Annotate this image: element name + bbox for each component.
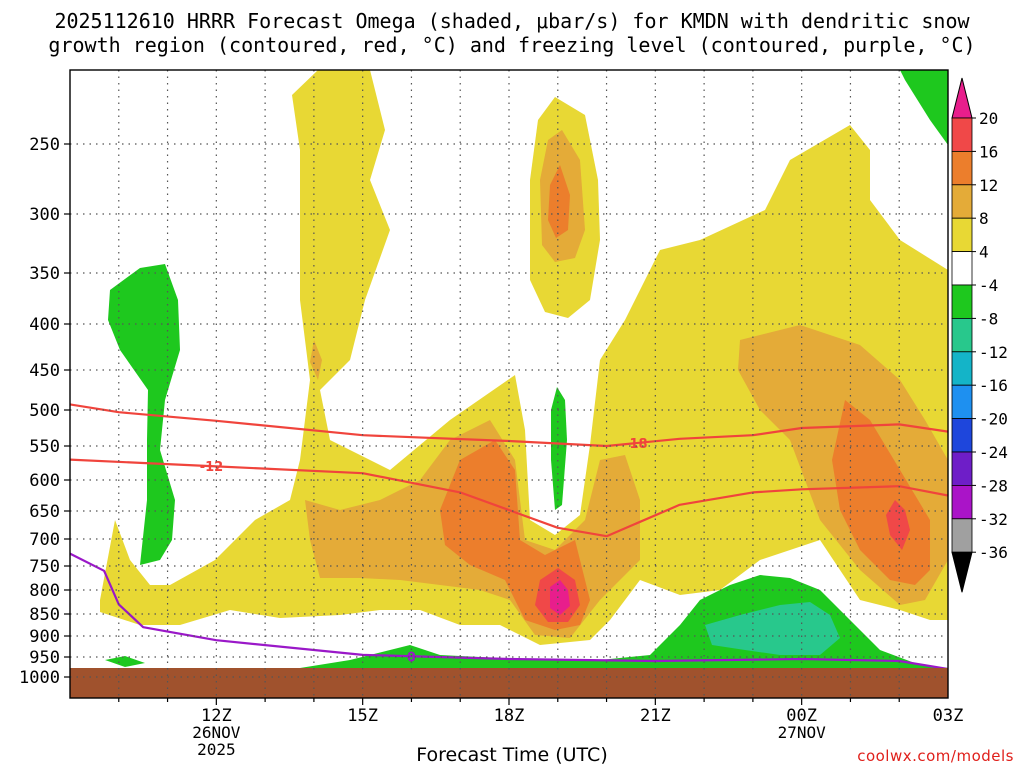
colorbar-swatch: [951, 150, 973, 186]
colorbar-bottom-arrow: [951, 551, 973, 593]
y-tick-label: 800: [29, 581, 60, 601]
colorbar-swatch: [951, 451, 973, 486]
y-tick-label: 450: [29, 361, 60, 381]
y-tick-label: 750: [29, 557, 60, 577]
contour-label: -12: [200, 460, 224, 475]
y-tick-label: 350: [29, 264, 60, 284]
y-tick-label: 700: [29, 530, 60, 550]
contour-label: -18: [624, 437, 648, 452]
y-tick-label: 850: [29, 605, 60, 625]
colorbar-label: 4: [979, 243, 989, 262]
colorbar-label: -4: [979, 276, 998, 295]
colorbar-label: 20: [979, 109, 998, 128]
x-date-label: 26NOV: [192, 723, 241, 742]
grid-layer: [64, 70, 948, 705]
colorbar-swatch: [951, 251, 973, 286]
colorbar-label: 8: [979, 209, 989, 228]
colorbar-label: -12: [979, 343, 1008, 362]
colorbar-label: -16: [979, 376, 1008, 395]
colorbar-label: -8: [979, 309, 998, 328]
colorbar-label: -36: [979, 543, 1008, 562]
colorbar-label: 12: [979, 176, 998, 195]
contour-line: [70, 552, 948, 671]
y-tick-label: 950: [29, 648, 60, 668]
x-tick-label: 03Z: [933, 706, 964, 726]
colorbar-swatch: [951, 418, 973, 453]
colorbar-swatch: [951, 317, 973, 353]
colorbar-top-arrow: [951, 77, 973, 119]
colorbar-swatch: [951, 484, 973, 520]
x-tick-label: 00Z: [786, 706, 817, 726]
colorbar-swatch: [951, 518, 973, 553]
omega-fill-magenta-max: [550, 580, 570, 615]
omega-fill-orange-upper: [548, 165, 570, 238]
y-tick-label: 550: [29, 437, 60, 457]
omega-fill-green-upper-right: [900, 70, 948, 145]
colorbar-label: -24: [979, 443, 1008, 462]
y-tick-label: 600: [29, 471, 60, 491]
colorbar-swatch: [951, 384, 973, 420]
omega-fill-teal: [705, 602, 840, 655]
colorbar-label: -28: [979, 476, 1008, 495]
omega-fill-green-mid: [551, 387, 567, 510]
x-tick-label: 15Z: [347, 706, 378, 726]
chart-title-line1: 2025112610 HRRR Forecast Omega (shaded, …: [54, 9, 970, 33]
y-tick-label: 300: [29, 205, 60, 225]
omega-fill-green-left: [108, 264, 180, 565]
colorbar-swatch: [951, 217, 973, 252]
credit-watermark: coolwx.com/models: [857, 747, 1014, 765]
omega-fill-lightorange-sliver: [310, 340, 322, 380]
colorbar-label: 16: [979, 142, 998, 161]
omega-fill-green-surface: [105, 575, 948, 680]
x-tick-label: 18Z: [494, 706, 525, 726]
y-tick-label: 900: [29, 627, 60, 647]
colorbar-swatch: [951, 184, 973, 219]
contour-line: [70, 458, 948, 538]
colorbar-swatch: [951, 351, 973, 386]
contour-line: [70, 403, 948, 448]
y-tick-label: 250: [29, 135, 60, 155]
colorbar-label: -20: [979, 410, 1008, 429]
colorbar-swatch: [951, 284, 973, 319]
contour-label: 0: [407, 650, 416, 665]
y-tick-label: 500: [29, 401, 60, 421]
x-date-label: 27NOV: [778, 723, 827, 742]
x-tick-label: 12Z: [201, 706, 232, 726]
x-tick-label: 21Z: [640, 706, 671, 726]
x-date-label: 2025: [197, 740, 236, 759]
axis-layer: 2503003504004505005506006507007508008509…: [19, 135, 963, 759]
colorbar-label: -32: [979, 510, 1008, 529]
y-tick-label: 650: [29, 502, 60, 522]
y-tick-label: 1000: [19, 668, 60, 688]
ground-below-surface: [70, 668, 948, 698]
chart-title-line2: growth region (contoured, red, °C) and f…: [48, 33, 976, 57]
omega-fill-red-right: [886, 500, 910, 550]
plot-frame: [69, 69, 949, 699]
colorbar-swatch: [951, 117, 973, 152]
colorbar: 20 16 12 8 4 -4 -8 -12 -16 -20 -24 -28 -32 -36: [951, 77, 1008, 593]
x-axis-title: Forecast Time (UTC): [416, 744, 608, 766]
y-tick-label: 400: [29, 315, 60, 335]
contour-layer: -18 -12 0: [70, 403, 948, 671]
